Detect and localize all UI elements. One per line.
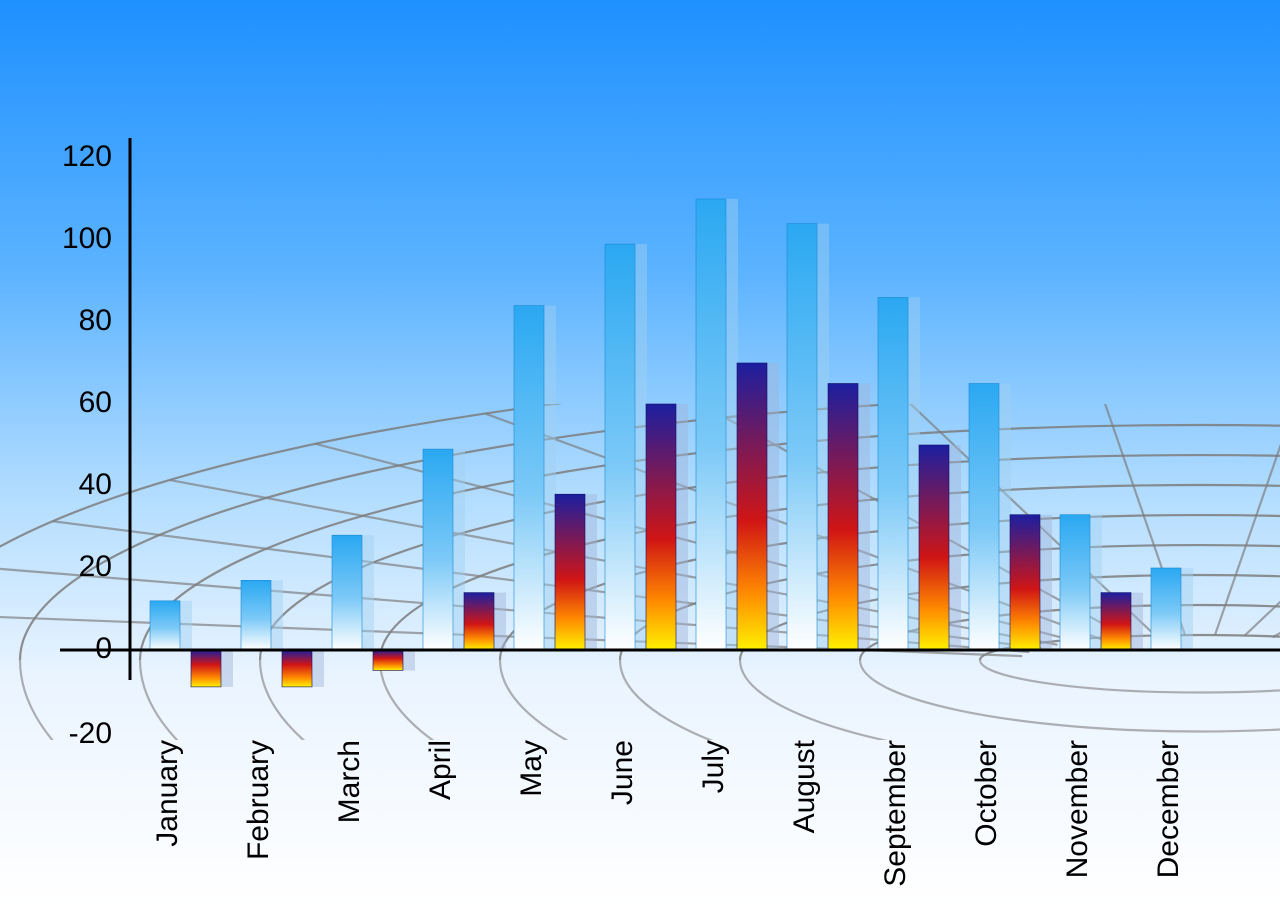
grid-ring-lower	[980, 660, 1280, 692]
x-tick-label: March	[333, 740, 366, 823]
x-tick-label: May	[515, 740, 548, 797]
bar-primary	[696, 199, 726, 650]
x-axis-ticks: January February March April May June July Augu…	[151, 739, 1185, 886]
x-tick-label: November	[1061, 740, 1094, 878]
bar-secondary	[1010, 515, 1040, 650]
bar-group	[150, 199, 1193, 687]
y-tick-label: 80	[79, 304, 112, 337]
bar-primary	[878, 297, 908, 650]
bar-primary	[150, 601, 180, 650]
bar-primary	[514, 306, 544, 650]
grid-spoke	[1215, 366, 1280, 635]
bar-primary	[241, 580, 271, 650]
bar-primary	[423, 449, 453, 650]
bar-primary	[787, 224, 817, 650]
y-tick-label: 20	[79, 550, 112, 583]
bar-secondary	[1101, 593, 1131, 650]
x-tick-label: December	[1152, 740, 1185, 878]
x-tick-label: April	[424, 740, 457, 800]
bar-primary	[1151, 568, 1181, 650]
y-tick-label: 100	[62, 222, 112, 255]
x-tick-label: September	[879, 740, 912, 887]
bar-primary	[605, 244, 635, 650]
bar-secondary	[828, 384, 858, 651]
grid-ring-lower	[260, 660, 1280, 905]
bar-secondary	[191, 650, 221, 687]
bar-secondary	[919, 445, 949, 650]
chart-svg: -20 0 20 40 60 80 100 120 January February March A…	[0, 0, 1280, 905]
x-tick-label: June	[606, 740, 639, 805]
grid-spoke	[1273, 390, 1280, 637]
grid-ring-lower	[860, 660, 1280, 732]
x-tick-label: July	[697, 740, 730, 793]
x-tick-label: February	[242, 740, 275, 860]
x-tick-label: August	[788, 739, 821, 833]
x-tick-label: January	[151, 740, 184, 847]
y-tick-label: 0	[95, 632, 112, 665]
monthly-bar-chart: -20 0 20 40 60 80 100 120 January February March A…	[0, 0, 1280, 905]
grid-spoke	[1244, 374, 1280, 636]
x-tick-label: October	[970, 740, 1003, 847]
bar-secondary	[555, 494, 585, 650]
y-tick-label: -20	[69, 717, 112, 750]
y-tick-label: 120	[62, 140, 112, 173]
y-tick-label: 40	[79, 468, 112, 501]
bar-secondary	[464, 593, 494, 650]
bar-secondary	[646, 404, 676, 650]
bar-primary	[969, 384, 999, 651]
y-tick-label: 60	[79, 386, 112, 419]
bar-primary	[1060, 515, 1090, 650]
bar-secondary	[373, 650, 403, 671]
bar-secondary	[737, 363, 767, 650]
bar-primary	[332, 535, 362, 650]
bar-secondary	[282, 650, 312, 687]
y-axis-ticks: -20 0 20 40 60 80 100 120	[62, 140, 112, 750]
